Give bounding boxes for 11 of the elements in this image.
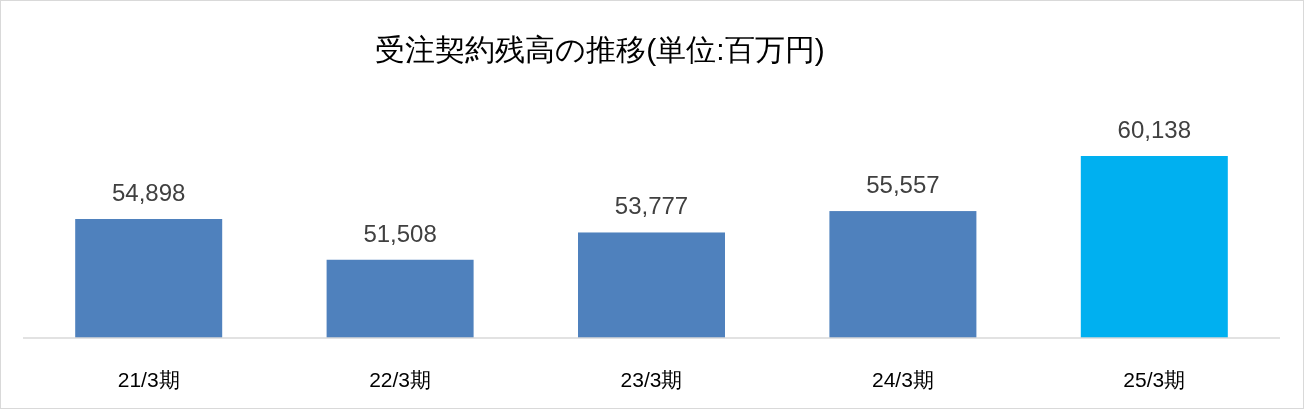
x-tick-label: 22/3期 — [369, 368, 432, 391]
x-tick-label: 23/3期 — [620, 368, 683, 391]
chart-title: 受注契約残高の推移(単位:百万円) — [375, 33, 825, 66]
x-tick-label: 25/3期 — [1123, 368, 1186, 391]
x-tick-label: 24/3期 — [871, 368, 934, 391]
data-label: 54,898 — [112, 179, 186, 206]
data-label: 60,138 — [1117, 116, 1191, 143]
data-label: 51,508 — [363, 219, 437, 247]
data-label: 55,557 — [866, 171, 940, 199]
data-label: 53,777 — [614, 192, 689, 220]
x-tick-label: 21/3期 — [117, 368, 180, 391]
